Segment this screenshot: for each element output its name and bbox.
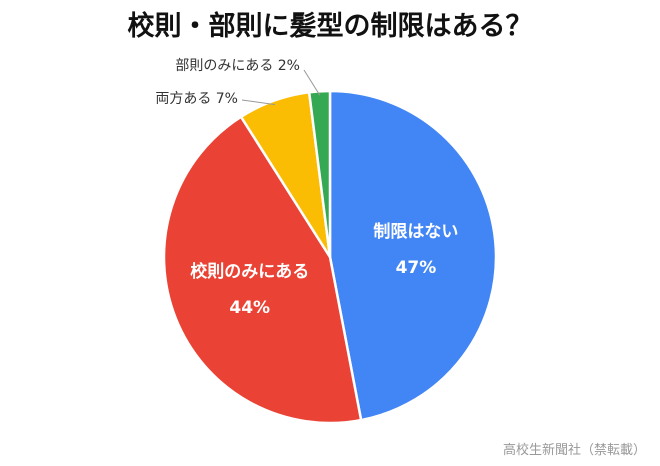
slice-value-label: 47% — [396, 258, 437, 278]
slice-label: 部則のみにある 2% — [175, 58, 300, 74]
pie-slice — [307, 89, 332, 258]
pie-slice — [328, 89, 498, 422]
pie-slice — [162, 115, 363, 425]
slice-label: 両方ある 7% — [155, 91, 238, 107]
slice-label: 校則のみにある — [190, 261, 309, 282]
leader-line — [241, 99, 276, 106]
leader-line — [303, 69, 321, 96]
slice-label: 制限はない — [373, 221, 458, 242]
watermark: 高校生新聞社（禁転載） — [502, 443, 646, 458]
slice-value-label: 44% — [229, 298, 270, 318]
chart-title: 校則・部則に髪型の制限はある？ — [127, 11, 533, 42]
